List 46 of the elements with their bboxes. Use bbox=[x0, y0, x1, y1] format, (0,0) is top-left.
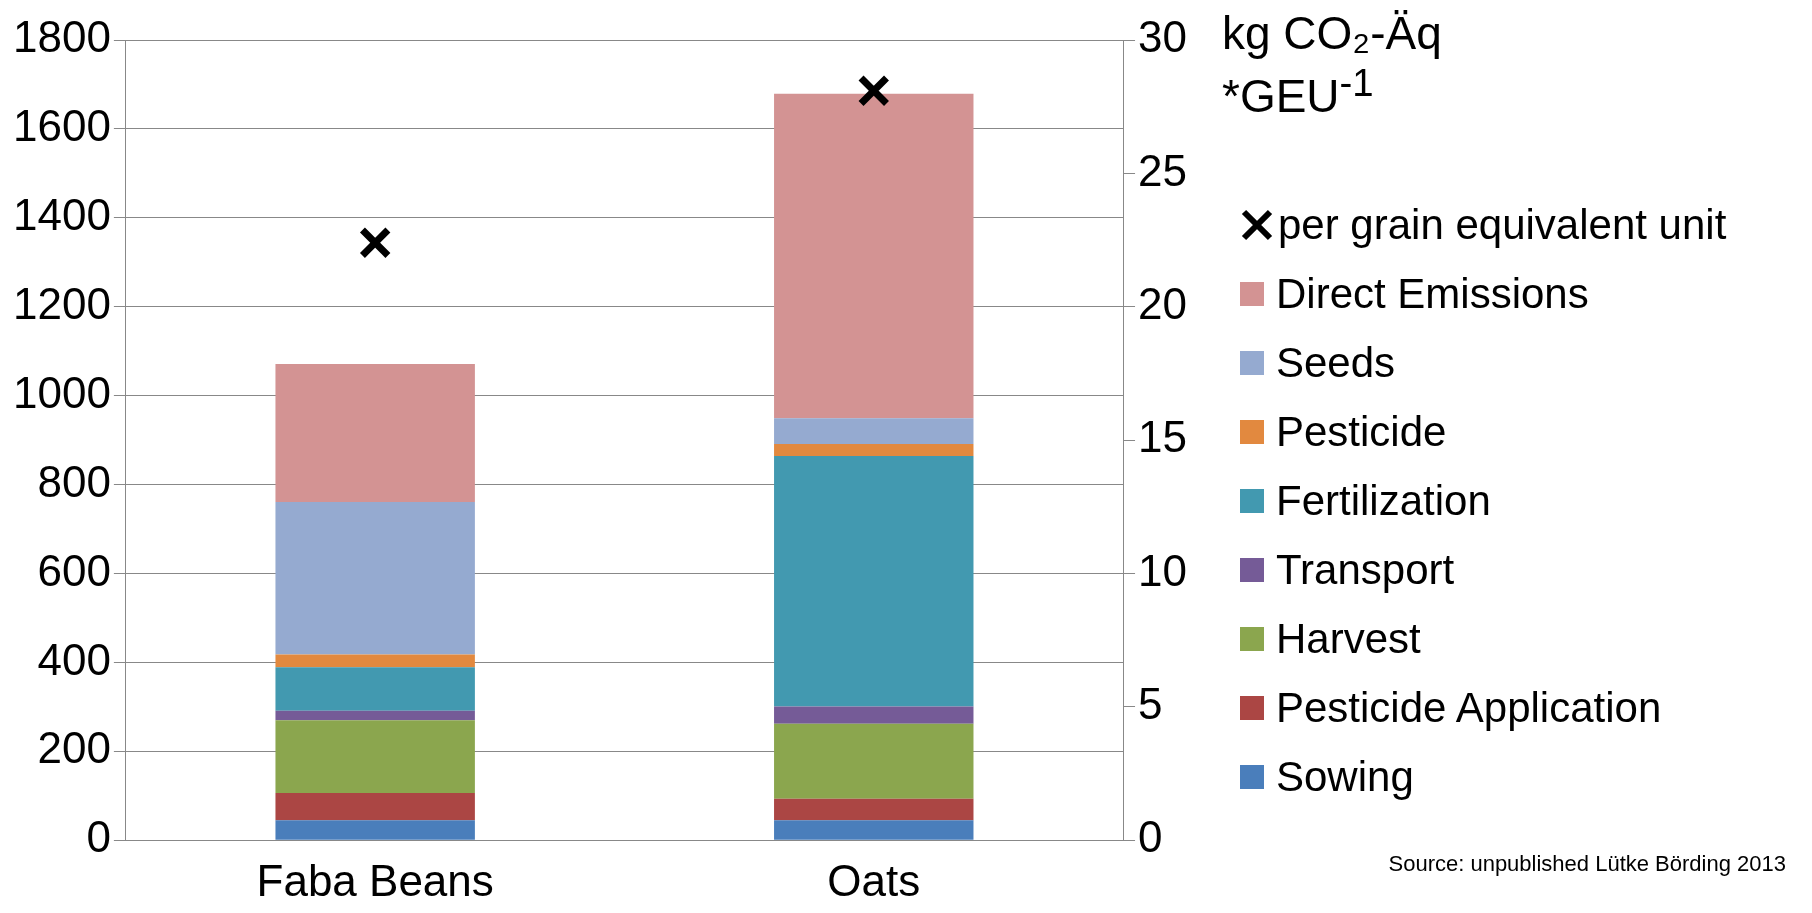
bar bbox=[275, 501, 475, 655]
y2-tick-label: 20 bbox=[1138, 278, 1188, 328]
legend-label: Harvest bbox=[1276, 614, 1421, 664]
legend-label: Sowing bbox=[1276, 752, 1414, 802]
legend-label: Pesticide Application bbox=[1276, 683, 1662, 733]
y-tick-label: 1000 bbox=[12, 367, 111, 417]
bar bbox=[774, 444, 974, 457]
y2-tick-label: 15 bbox=[1138, 412, 1188, 462]
bar bbox=[275, 654, 475, 668]
y-tick-label: 600 bbox=[37, 545, 111, 595]
bar bbox=[774, 820, 974, 840]
y2-tick-label: 5 bbox=[1138, 678, 1163, 728]
bar bbox=[275, 793, 475, 821]
x-tick-label: Oats bbox=[827, 855, 921, 905]
x-tick-label: Faba Beans bbox=[256, 855, 494, 905]
y-tick-label: 1400 bbox=[12, 189, 111, 239]
y-tick-label: 1800 bbox=[12, 12, 111, 62]
bar bbox=[774, 798, 974, 821]
bar bbox=[774, 418, 974, 445]
bar bbox=[275, 364, 475, 502]
y2-tick-label: 30 bbox=[1138, 12, 1188, 62]
bar bbox=[774, 456, 974, 707]
bar bbox=[774, 706, 974, 724]
bar bbox=[774, 723, 974, 799]
legend-label: Pesticide bbox=[1276, 407, 1447, 457]
y-tick-label: 200 bbox=[37, 723, 111, 773]
bar bbox=[275, 820, 475, 840]
y2-tick-label: 10 bbox=[1138, 545, 1188, 595]
bar bbox=[275, 720, 475, 794]
y-tick-label: 1600 bbox=[12, 101, 111, 151]
bar bbox=[275, 710, 475, 721]
legend-label: Direct Emissions bbox=[1276, 269, 1589, 319]
y2-tick-label: 0 bbox=[1138, 812, 1163, 862]
y-tick-label: 1200 bbox=[12, 278, 111, 328]
source-note: Source: unpublished Lütke Börding 2013 bbox=[1388, 851, 1786, 877]
bar bbox=[275, 667, 475, 711]
legend-label: Seeds bbox=[1276, 338, 1396, 388]
y-tick-label: 800 bbox=[37, 456, 111, 506]
legend-label: per grain equivalent unit bbox=[1278, 200, 1727, 250]
y2-tick-label: 25 bbox=[1138, 145, 1188, 195]
y-tick-label: 400 bbox=[37, 634, 111, 684]
bar bbox=[774, 93, 974, 419]
legend-label: Fertilization bbox=[1276, 476, 1491, 526]
y2-axis-title: kg CO₂-Äq *GEU$^{-1}$ bbox=[1222, 7, 1443, 123]
legend-label: Transport bbox=[1276, 545, 1455, 595]
y-tick-label: 0 bbox=[86, 812, 111, 862]
